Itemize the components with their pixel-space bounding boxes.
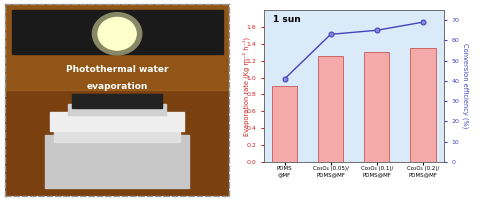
FancyBboxPatch shape	[68, 104, 167, 115]
Text: 1 sun: 1 sun	[273, 15, 301, 24]
FancyBboxPatch shape	[45, 135, 189, 188]
Y-axis label: Conversion efficiency (%): Conversion efficiency (%)	[462, 43, 468, 129]
Text: Photothermal water: Photothermal water	[66, 65, 168, 74]
Text: Evaporation rate (Kg m⁻² h⁻¹): Evaporation rate (Kg m⁻² h⁻¹)	[243, 36, 250, 136]
FancyBboxPatch shape	[12, 10, 222, 54]
FancyBboxPatch shape	[72, 94, 162, 108]
Bar	[318, 56, 343, 162]
FancyBboxPatch shape	[54, 127, 180, 142]
Text: evaporation: evaporation	[86, 82, 148, 91]
Circle shape	[92, 13, 142, 55]
Bar	[364, 52, 389, 162]
Circle shape	[98, 17, 136, 50]
Bar	[5, 4, 229, 90]
Bar	[410, 48, 435, 162]
FancyBboxPatch shape	[50, 112, 184, 131]
Bar	[272, 86, 297, 162]
